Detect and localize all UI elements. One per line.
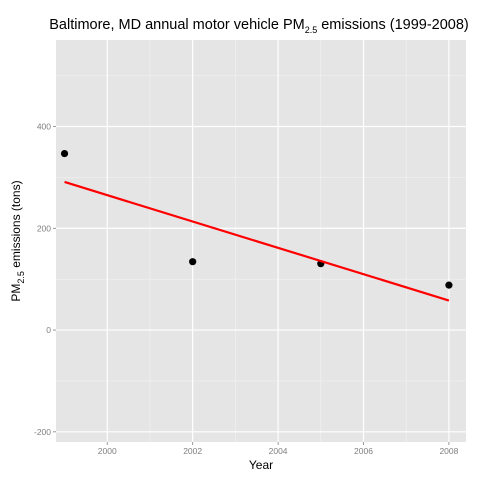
y-axis-title-suffix: emissions (tons) (9, 180, 23, 271)
data-marks (60, 149, 453, 302)
data-point (445, 281, 453, 289)
x-tick-label: 2000 (98, 446, 117, 456)
y-axis-title-prefix: PM (9, 284, 23, 302)
y-tick-label: 200 (37, 223, 51, 233)
trend-line (64, 180, 450, 302)
y-tick-label: 400 (37, 122, 51, 132)
y-axis-title: PM2.5 emissions (tons) (9, 180, 26, 301)
data-point (60, 149, 69, 158)
x-tick-label: 2002 (183, 446, 202, 456)
chart-title: Baltimore, MD annual motor vehicle PM2.5… (49, 17, 469, 35)
x-tick-label: 2008 (439, 446, 458, 456)
chart-title-subscript: 2.5 (305, 25, 318, 35)
chart-title-suffix: emissions (1999-2008) (317, 17, 469, 33)
axis-ticks: 2000 2002 2004 2006 2008 -200 0 200 400 (34, 122, 459, 456)
x-tick-label: 2006 (354, 446, 373, 456)
plot-panel (56, 40, 466, 442)
major-grid (56, 40, 466, 442)
y-tick-label: -200 (34, 427, 51, 437)
x-axis-title: Year (249, 458, 273, 472)
chart-title-prefix: Baltimore, MD annual motor vehicle PM (49, 17, 304, 33)
y-axis-title-subscript: 2.5 (16, 271, 26, 284)
data-point (189, 258, 197, 266)
y-tick-label: 0 (46, 325, 51, 335)
x-tick-label: 2004 (269, 446, 288, 456)
minor-grid (56, 40, 466, 442)
